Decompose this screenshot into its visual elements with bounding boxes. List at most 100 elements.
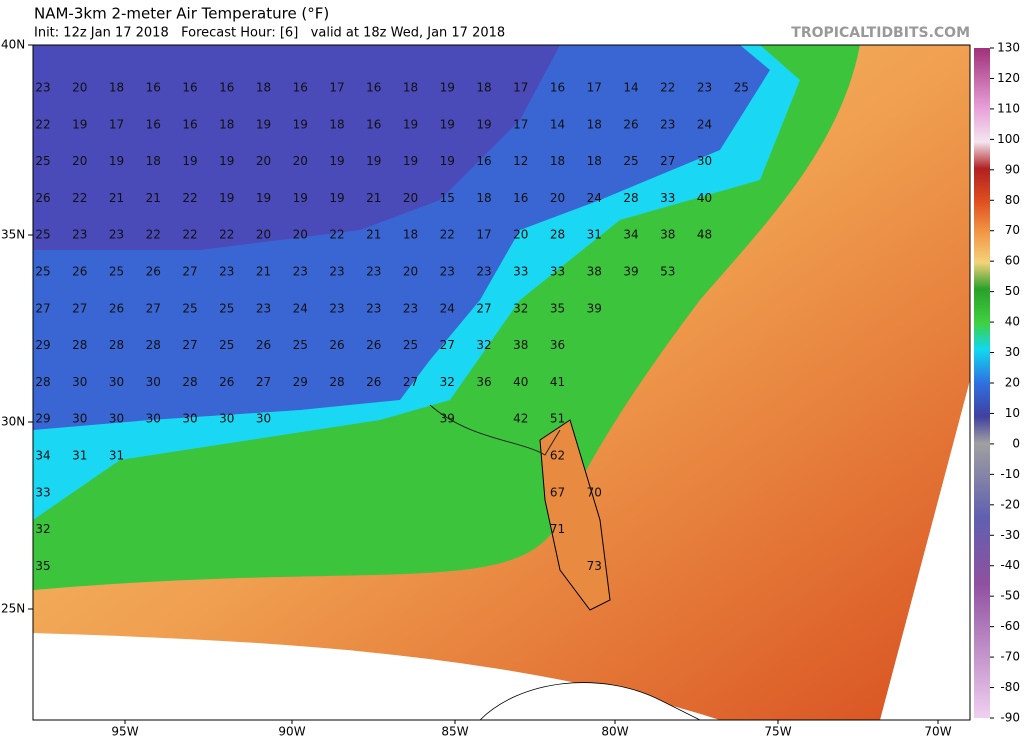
station-value: 27 [256,375,271,389]
station-value: 20 [550,191,565,205]
station-value: 25 [293,338,308,352]
station-value: 19 [403,117,418,131]
station-value: 29 [293,375,308,389]
station-value: 16 [476,154,491,168]
station-value: 25 [734,81,749,95]
station-value: 20 [513,228,528,242]
station-value: 73 [587,559,602,573]
station-value: 67 [550,485,565,499]
colorbar-label: -20 [1000,497,1020,511]
station-value: 33 [513,265,528,279]
station-value: 32 [35,522,50,536]
station-value: 16 [550,81,565,95]
longitude-label: 85W [441,725,468,739]
title: NAM-3km 2-meter Air Temperature (°F) [34,5,329,23]
station-value: 21 [366,228,381,242]
latitude-label: 35N [1,228,25,242]
station-value: 35 [550,301,565,315]
station-value: 33 [550,265,565,279]
station-value: 27 [182,338,197,352]
station-value: 18 [109,81,124,95]
station-value: 31 [587,228,602,242]
station-value: 19 [219,191,234,205]
station-value: 16 [366,117,381,131]
station-value: 29 [35,412,50,426]
station-value: 22 [182,228,197,242]
station-value: 36 [550,338,565,352]
station-value: 19 [440,81,455,95]
station-value: 19 [72,117,87,131]
station-value: 23 [366,301,381,315]
colorbar-label: 30 [1005,345,1020,359]
station-value: 16 [513,191,528,205]
station-value: 26 [366,338,381,352]
station-value: 27 [403,375,418,389]
station-value: 23 [109,228,124,242]
station-value: 23 [329,265,344,279]
station-value: 18 [403,81,418,95]
station-value: 18 [329,117,344,131]
station-value: 16 [182,117,197,131]
station-value: 39 [587,301,602,315]
station-value: 23 [440,265,455,279]
subtitle: Init: 12z Jan 17 2018 Forecast Hour: [6]… [34,26,505,41]
station-value: 27 [660,154,675,168]
colorbar-label: 0 [1012,436,1020,450]
colorbar-label: -70 [1000,650,1020,664]
station-value: 23 [403,301,418,315]
station-value: 30 [109,412,124,426]
station-value: 33 [35,485,50,499]
station-value: 19 [366,154,381,168]
station-value: 16 [182,81,197,95]
station-value: 23 [256,301,271,315]
station-value: 23 [35,81,50,95]
station-value: 62 [550,449,565,463]
station-value: 34 [623,228,638,242]
station-value: 26 [623,117,638,131]
station-value: 27 [72,301,87,315]
station-value: 16 [219,81,234,95]
colorbar-label: -50 [1000,589,1020,603]
station-value: 23 [329,301,344,315]
colorbar-label: 10 [1005,406,1020,420]
station-value: 17 [109,117,124,131]
station-value: 19 [293,191,308,205]
station-value: 18 [587,117,602,131]
station-value: 24 [587,191,602,205]
station-value: 16 [293,81,308,95]
station-value: 21 [146,191,161,205]
station-value: 24 [440,301,455,315]
colorbar-label: -10 [1000,467,1020,481]
station-value: 38 [660,228,675,242]
station-value: 19 [256,117,271,131]
station-value: 27 [440,338,455,352]
station-value: 23 [366,265,381,279]
colorbar-label: 130 [997,41,1020,55]
station-value: 22 [660,81,675,95]
station-value: 26 [146,265,161,279]
station-value: 48 [697,228,712,242]
map-frame [32,44,971,721]
colorbar-label: 80 [1005,193,1020,207]
station-value: 22 [146,228,161,242]
station-value: 27 [182,265,197,279]
station-value: 32 [476,338,491,352]
station-value: 18 [256,81,271,95]
station-value: 40 [513,375,528,389]
station-value: 25 [109,265,124,279]
station-value: 17 [587,81,602,95]
station-value: 23 [219,265,234,279]
station-value: 18 [550,154,565,168]
station-value: 17 [513,81,528,95]
station-value: 16 [366,81,381,95]
station-value: 24 [697,117,712,131]
station-value: 23 [476,265,491,279]
station-value: 28 [146,338,161,352]
station-value: 16 [146,81,161,95]
station-value: 32 [513,301,528,315]
station-value: 33 [660,191,675,205]
brand: TROPICALTIDBITS.COM [791,25,970,41]
station-value: 19 [293,117,308,131]
longitude-label: 90W [278,725,305,739]
